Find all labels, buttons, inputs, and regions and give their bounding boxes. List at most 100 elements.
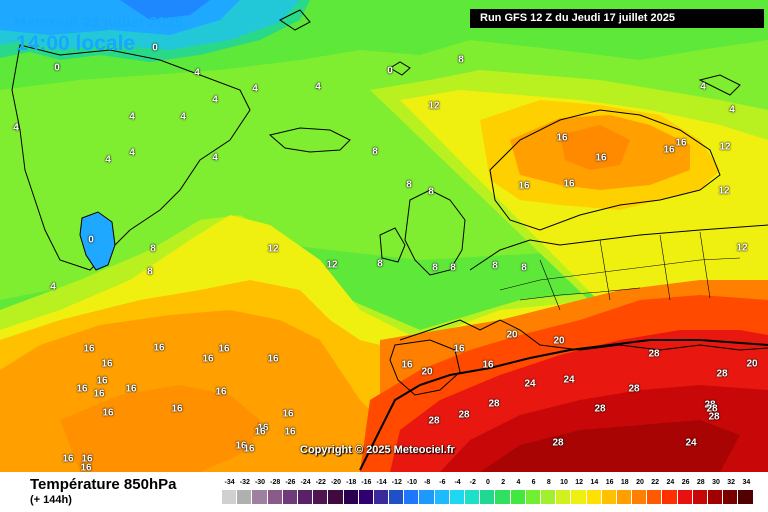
isotherm-label: 24 <box>563 374 575 386</box>
field-deep-red <box>480 420 740 472</box>
scale-swatch <box>358 490 374 504</box>
ireland-coast <box>379 227 406 263</box>
scale-label: -32 <box>239 479 250 486</box>
scale-swatch <box>389 490 405 504</box>
isotherm-label: 8 <box>492 260 498 272</box>
isotherm-label: 28 <box>716 368 728 380</box>
isotherm-label: 16 <box>595 152 607 164</box>
isotherm-label: 16 <box>101 358 113 370</box>
run-info: Run GFS 12 Z du Jeudi 17 juillet 2025 <box>470 9 764 28</box>
scale-swatch <box>404 490 420 504</box>
scale-swatch <box>419 490 435 504</box>
isotherm-label: 8 <box>521 262 527 274</box>
scale-label: 10 <box>560 479 568 486</box>
britain-coast <box>404 189 466 276</box>
isotherm-label: 12 <box>719 141 731 153</box>
scale-swatch <box>692 490 708 504</box>
color-scale-labels: -34 -32 -30 -28 -26 -24 -22 -20 -18 -16 -14 -12 -10-… <box>222 479 754 489</box>
isotherm-label: 12 <box>736 242 748 254</box>
scale-label: -6 <box>439 479 446 486</box>
isotherm-label: 8 <box>147 266 153 278</box>
scandinavia-coast <box>489 109 721 231</box>
scale-label: 26 <box>681 479 690 486</box>
isotherm-label: 16 <box>518 180 530 192</box>
scale-label: 0 <box>486 479 490 486</box>
scale-label: -2 <box>469 479 476 486</box>
isotherm-label: 16 <box>215 386 227 398</box>
isotherm-label: 4 <box>252 83 258 95</box>
isotherm-label: 16 <box>556 132 568 144</box>
isotherm-label: 8 <box>428 186 434 198</box>
scale-label: -12 <box>391 479 402 486</box>
scale-swatch <box>237 490 253 504</box>
scale-label: 14 <box>590 479 599 486</box>
isotherm-label: 16 <box>663 144 675 156</box>
isotherm-label: 4 <box>129 111 135 123</box>
scale-swatch <box>252 490 268 504</box>
isotherm-label: 16 <box>96 375 108 387</box>
scale-label: -14 <box>376 479 387 486</box>
scale-label: -30 <box>254 479 266 486</box>
isotherm-label: 20 <box>421 366 433 378</box>
scale-label: -20 <box>330 479 342 486</box>
scale-swatch <box>677 490 693 504</box>
scale-swatch <box>434 490 450 504</box>
scale-label: -16 <box>361 479 372 486</box>
scale-label: 12 <box>575 479 584 486</box>
isotherm-label: 4 <box>315 81 321 93</box>
copyright: Copyright © 2025 Meteociel.fr <box>300 444 455 456</box>
scale-swatch <box>647 490 663 504</box>
isotherm-label: 16 <box>563 178 575 190</box>
isotherm-label: 4 <box>129 147 135 159</box>
isotherm-label: 0 <box>152 42 158 54</box>
north-europe-coast <box>469 224 768 271</box>
isotherm-label: 12 <box>718 185 730 197</box>
isotherm-label: 16 <box>267 353 279 365</box>
isotherm-label: 28 <box>708 411 720 423</box>
isotherm-label: 28 <box>594 403 606 415</box>
isotherm-label: 24 <box>524 378 536 390</box>
isotherm-label: 28 <box>428 415 440 427</box>
scale-swatch <box>723 490 739 504</box>
isotherm-label: 16 <box>401 359 413 371</box>
isotherm-label: 4 <box>212 152 218 164</box>
isotherm-label: 8 <box>406 179 412 191</box>
field-blue <box>120 0 210 20</box>
scale-swatch <box>480 490 496 504</box>
scale-swatch <box>282 490 298 504</box>
isotherm-label: 8 <box>450 262 456 274</box>
isotherm-label: 16 <box>284 426 296 438</box>
scale-swatch <box>449 490 465 504</box>
isotherm-label: 8 <box>432 262 438 274</box>
scale-swatch <box>343 490 359 504</box>
scale-label: -4 <box>454 479 461 486</box>
isotherm-label: 28 <box>488 398 500 410</box>
scale-swatch <box>373 490 390 504</box>
legend-title: Température 850hPa <box>30 476 177 493</box>
scale-swatch <box>540 490 557 504</box>
isotherm-label: 20 <box>553 335 565 347</box>
country-borders <box>499 231 741 311</box>
scale-label: -28 <box>270 479 281 486</box>
scale-label: 24 <box>666 479 675 486</box>
scale-label: 34 <box>742 479 751 486</box>
arctic-islands <box>279 9 741 96</box>
scale-label: 8 <box>546 479 551 486</box>
scale-label: -18 <box>346 479 357 486</box>
scale-swatch <box>586 490 602 504</box>
isotherm-label: 28 <box>704 399 716 411</box>
scale-label: -34 <box>224 479 235 486</box>
forecast-time: 14:00 locale <box>16 32 136 55</box>
scale-swatch <box>571 490 587 504</box>
scale-swatch <box>313 490 329 504</box>
scale-swatch <box>222 490 238 504</box>
scale-swatch <box>267 490 283 504</box>
isotherm-label: 16 <box>282 408 294 420</box>
scale-label: 32 <box>727 479 736 486</box>
temperature-map: Mercredi 23 juillet 2025 14:00 locale Ru… <box>0 0 768 472</box>
isotherm-label: 0 <box>88 234 94 246</box>
isotherm-label: 20 <box>506 329 518 341</box>
isotherm-label: 16 <box>125 383 137 395</box>
isotherm-label: 16 <box>675 137 687 149</box>
scale-swatch <box>525 490 541 504</box>
